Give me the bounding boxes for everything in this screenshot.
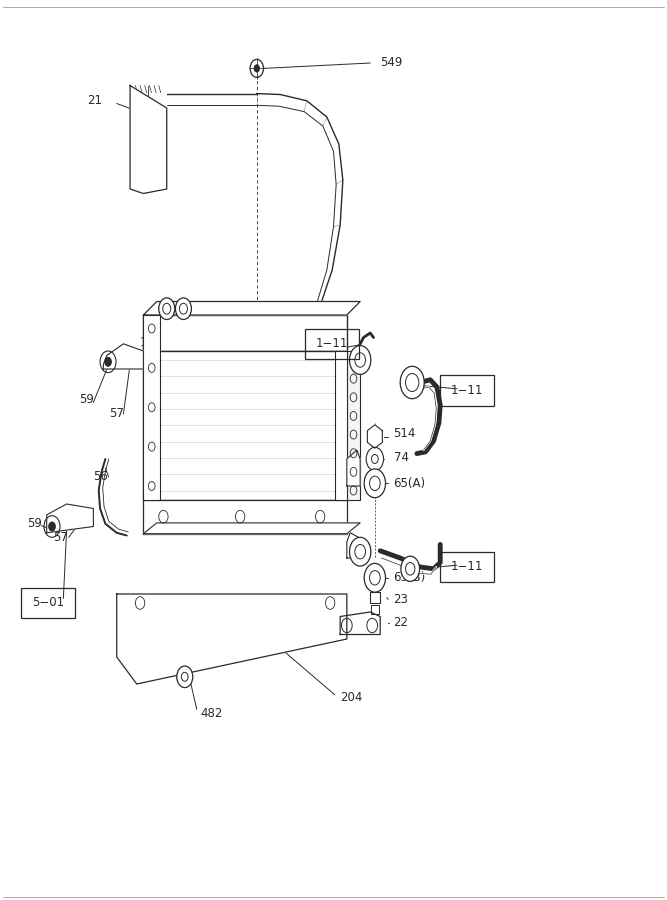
Text: 57: 57 [53, 531, 68, 544]
Circle shape [181, 672, 188, 681]
Bar [335, 351, 347, 500]
Bar [21, 588, 75, 618]
Circle shape [401, 556, 420, 581]
Circle shape [400, 366, 424, 399]
Circle shape [49, 522, 55, 531]
Circle shape [177, 666, 193, 688]
Circle shape [364, 469, 386, 498]
Polygon shape [347, 450, 360, 486]
Polygon shape [347, 533, 364, 558]
Text: 5−01: 5−01 [32, 597, 64, 609]
Text: 1−11: 1−11 [451, 384, 483, 397]
Circle shape [175, 298, 191, 320]
Polygon shape [47, 504, 93, 533]
Circle shape [159, 298, 175, 320]
Circle shape [350, 346, 371, 374]
Polygon shape [130, 86, 167, 194]
Polygon shape [368, 425, 382, 448]
Text: 59: 59 [27, 518, 41, 530]
Text: 22: 22 [394, 616, 408, 629]
Circle shape [406, 374, 419, 392]
Polygon shape [103, 344, 143, 369]
Bar [143, 315, 160, 500]
Polygon shape [143, 302, 360, 315]
Polygon shape [117, 594, 347, 684]
Circle shape [370, 571, 380, 585]
Bar [143, 315, 347, 351]
Circle shape [372, 454, 378, 464]
Circle shape [370, 476, 380, 491]
Text: 514: 514 [394, 428, 416, 440]
Bar [305, 328, 359, 359]
Text: 65(B): 65(B) [394, 572, 426, 584]
Bar [143, 500, 347, 534]
Bar [371, 605, 379, 614]
Circle shape [406, 562, 415, 575]
Text: 549: 549 [380, 57, 403, 69]
Bar [143, 351, 347, 500]
Text: 57: 57 [109, 408, 123, 420]
Text: 1: 1 [140, 336, 147, 348]
Text: 1−11: 1−11 [451, 561, 483, 573]
Circle shape [355, 353, 366, 367]
Polygon shape [340, 612, 380, 634]
Circle shape [105, 357, 111, 366]
Text: 1−11: 1−11 [316, 338, 348, 350]
Text: 482: 482 [200, 707, 223, 720]
Text: 204: 204 [340, 691, 363, 704]
Circle shape [366, 447, 384, 471]
Polygon shape [347, 351, 360, 500]
Text: 21: 21 [87, 94, 101, 107]
Text: 65(A): 65(A) [394, 477, 426, 490]
Circle shape [179, 303, 187, 314]
Text: 74: 74 [394, 451, 408, 464]
Polygon shape [143, 523, 360, 534]
Bar [440, 375, 494, 406]
Circle shape [355, 544, 366, 559]
Bar [370, 592, 380, 603]
Text: 56: 56 [93, 471, 108, 483]
Circle shape [163, 303, 171, 314]
Circle shape [254, 65, 259, 72]
Circle shape [364, 563, 386, 592]
Circle shape [350, 537, 371, 566]
Bar [440, 552, 494, 582]
Text: 59: 59 [79, 393, 93, 406]
Text: 23: 23 [394, 593, 408, 606]
